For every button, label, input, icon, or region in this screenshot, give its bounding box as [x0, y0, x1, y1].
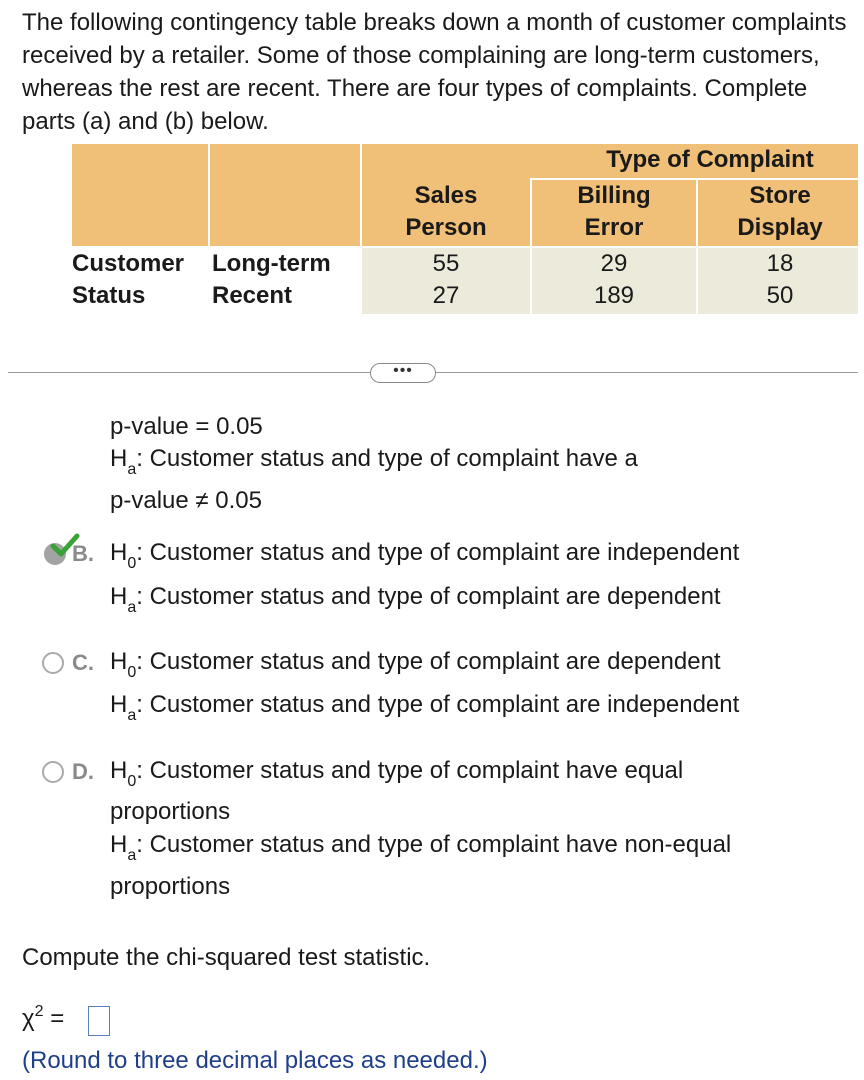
cell-recent-sales: 27 — [432, 282, 460, 309]
option-b-ha: Ha: Customer status and type of complain… — [110, 583, 721, 616]
option-d-ha: Ha: Customer status and type of complain… — [110, 831, 732, 864]
table-body-bg — [362, 248, 858, 314]
option-c-ha: Ha: Customer status and type of complain… — [110, 691, 740, 724]
header-store-line2: Display — [737, 214, 823, 241]
chi-squared-label: χ2 = — [22, 1003, 65, 1032]
option-d-ha-cont: proportions — [110, 873, 231, 900]
option-c-radio[interactable] — [42, 652, 64, 674]
option-a-pvalue-line: p-value = 0.05 — [110, 413, 263, 440]
cell-longterm-billing: 29 — [600, 250, 628, 277]
contingency-table: Type of Complaint Sales Person Billing E… — [72, 144, 858, 314]
option-a-pvalue-ne-line: p-value ≠ 0.05 — [110, 487, 262, 514]
option-d-h0: H0: Customer status and type of complain… — [110, 757, 684, 790]
header-type-of-complaint: Type of Complaint — [606, 146, 814, 173]
checkmark-icon — [50, 533, 80, 557]
option-a-ha-line: Ha: Customer status and type of complain… — [110, 445, 638, 478]
chi-squared-answer-input[interactable] — [88, 1006, 110, 1036]
option-c-letter: C. — [72, 650, 94, 675]
option-c-h0: H0: Customer status and type of complain… — [110, 648, 721, 681]
option-d-h0-cont: proportions — [110, 798, 231, 825]
table-header-bg — [72, 144, 858, 246]
header-billing-line1: Billing — [577, 182, 651, 209]
header-billing-line2: Error — [584, 214, 644, 241]
row-label-recent: Recent — [212, 282, 293, 309]
cell-recent-store: 50 — [766, 282, 794, 309]
row-group-line2: Status — [72, 282, 146, 309]
header-sales-line2: Person — [405, 214, 487, 241]
cell-recent-billing: 189 — [593, 282, 635, 309]
cell-longterm-store: 18 — [766, 250, 794, 277]
option-d-letter: D. — [72, 759, 94, 784]
cell-longterm-sales: 55 — [432, 250, 460, 277]
option-b-radio[interactable] — [44, 543, 66, 565]
option-b-letter: B. — [72, 541, 94, 566]
option-b-h0: H0: Customer status and type of complain… — [110, 539, 740, 572]
show-more-button[interactable]: ••• — [370, 363, 436, 383]
question-intro: The following contingency table breaks d… — [22, 9, 847, 135]
header-sales-line1: Sales — [414, 182, 478, 209]
header-store-line1: Store — [749, 182, 811, 209]
row-group-line1: Customer — [72, 250, 185, 277]
rounding-hint: (Round to three decimal places as needed… — [22, 1047, 488, 1074]
option-d-radio[interactable] — [42, 761, 64, 783]
row-label-long-term: Long-term — [212, 250, 331, 277]
chi-squared-prompt: Compute the chi-squared test statistic. — [22, 944, 431, 971]
